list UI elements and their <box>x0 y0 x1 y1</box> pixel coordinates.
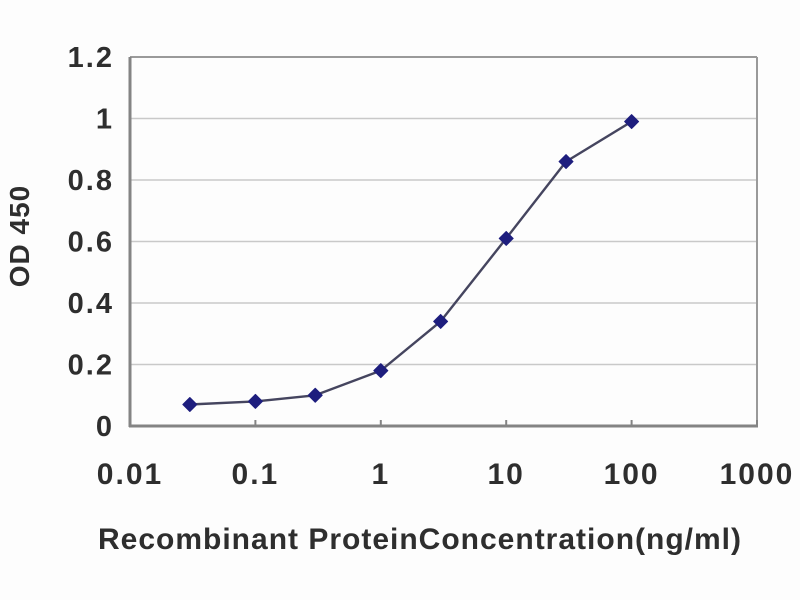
x-axis-title: Recombinant ProteinConcentration(ng/ml) <box>97 523 742 556</box>
y-tick-label: 0 <box>96 411 114 443</box>
y-tick-label: 0.8 <box>68 165 114 197</box>
x-tick-label: 10 <box>488 458 525 491</box>
x-tick-label: 1 <box>371 458 390 491</box>
data-point-marker <box>624 114 640 130</box>
data-point-marker <box>558 154 574 170</box>
series-line <box>189 120 633 406</box>
data-point-marker <box>307 387 323 403</box>
y-tick-label: 1 <box>96 104 114 136</box>
y-tick-label: 0.2 <box>68 350 114 382</box>
y-tick-label: 0.6 <box>68 227 114 259</box>
y-tick-label: 0.4 <box>68 288 114 320</box>
x-tick-label: 0.1 <box>232 458 280 491</box>
x-tick-label: 0.01 <box>97 458 163 491</box>
data-point-marker <box>247 393 263 409</box>
x-tick-label: 100 <box>604 458 660 491</box>
y-tick-label: 1.2 <box>68 42 114 74</box>
data-point-marker <box>433 313 449 329</box>
data-point-marker <box>182 396 198 412</box>
y-axis-title: OD 450 <box>4 184 35 288</box>
x-tick-label: 1000 <box>720 458 795 491</box>
data-point-marker <box>373 363 389 379</box>
data-point-marker <box>498 230 514 246</box>
